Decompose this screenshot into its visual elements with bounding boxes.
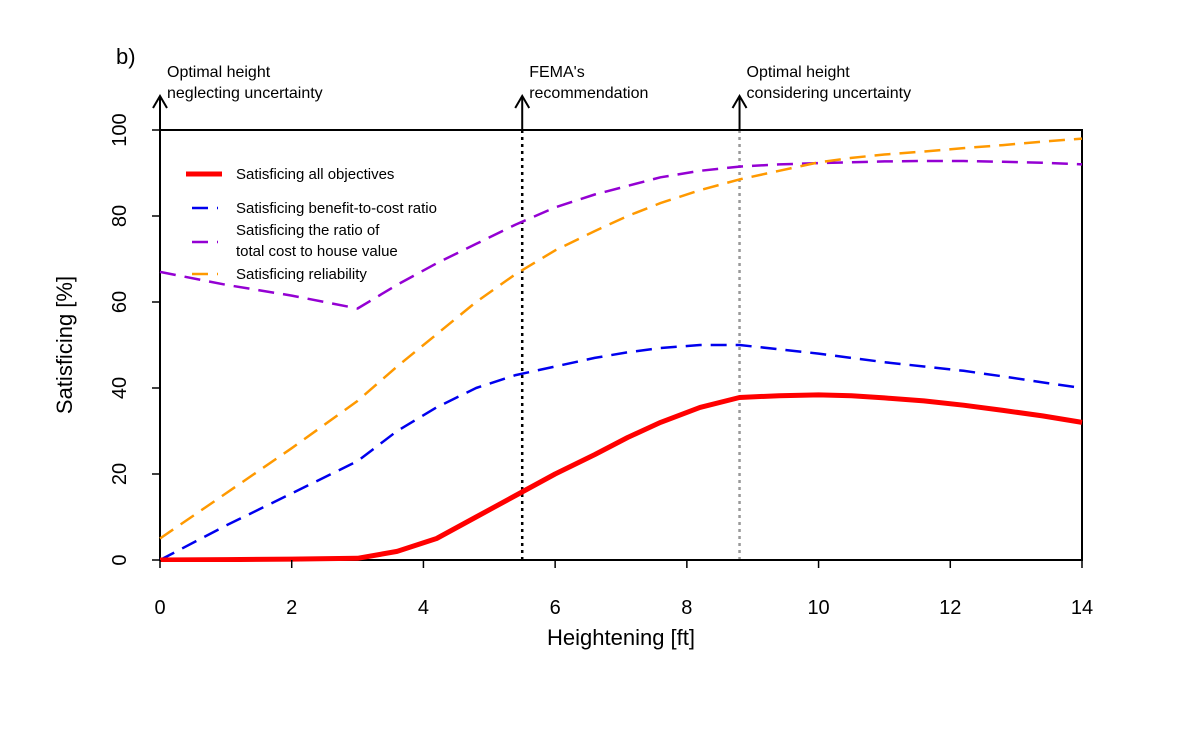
x-tick-label: 12: [939, 597, 961, 619]
arrow-up-icon: [731, 94, 748, 109]
legend-label: Satisficing benefit-to-cost ratio: [236, 200, 437, 217]
y-tick-label: 80: [109, 205, 131, 227]
x-tick-label: 4: [418, 597, 429, 619]
reference-line-2: Optimal height considering uncertainty: [731, 64, 912, 560]
legend-item-1: Satisficing benefit-to-cost ratio: [192, 200, 437, 217]
y-tick-label: 60: [109, 291, 131, 313]
reference-line-0: Optimal height neglecting uncertainty: [152, 64, 323, 560]
x-tick-label: 10: [807, 597, 829, 619]
series-line-3: [159, 137, 1083, 540]
plot-area-border: [159, 129, 1083, 561]
legend-label: Satisficing reliability: [236, 266, 367, 283]
annotation-text: neglecting uncertainty: [167, 85, 323, 102]
y-tick-label: 20: [109, 463, 131, 485]
x-tick-label: 14: [1071, 597, 1093, 619]
x-axis-title: Heightening [ft]: [547, 625, 695, 650]
series-line-1: [159, 343, 1083, 562]
legend-item-2: Satisficing the ratio of total cost to ho…: [192, 222, 398, 260]
x-tick-label: 8: [681, 597, 692, 619]
arrow-up-icon: [514, 94, 531, 109]
annotation-text: recommendation: [529, 85, 648, 102]
legend-label: Satisficing all objectives: [236, 166, 394, 183]
annotation-text: Optimal height: [747, 64, 851, 81]
x-tick-label: 6: [550, 597, 561, 619]
x-tick-label: 0: [154, 597, 165, 619]
legend-label: Satisficing the ratio of: [236, 222, 380, 239]
panel-label: b): [116, 44, 136, 69]
legend-item-3: Satisficing reliability: [192, 266, 367, 283]
y-tick-label: 0: [109, 554, 131, 565]
arrow-up-icon: [152, 94, 168, 109]
legend: Satisficing all objectives Satisficing be…: [186, 166, 437, 283]
annotation-text: considering uncertainty: [747, 85, 912, 102]
legend-label: total cost to house value: [236, 243, 398, 260]
series-group: [159, 137, 1083, 562]
reference-line-1: FEMA's recommendation: [514, 64, 648, 560]
annotation-text: FEMA's: [529, 64, 585, 81]
series-line-0: [159, 392, 1083, 562]
legend-item-0: Satisficing all objectives: [186, 166, 394, 183]
x-tick-label: 2: [286, 597, 297, 619]
axes-group: 0 2 4 6 8 10 12 14 0 20 40 60 80 100: [109, 113, 1093, 619]
y-tick-label: 40: [109, 377, 131, 399]
y-axis-title: Satisficing [%]: [52, 276, 77, 414]
reference-lines: Optimal height neglecting uncertainty FEMA…: [152, 64, 912, 560]
annotation-text: Optimal height: [167, 64, 271, 81]
y-tick-label: 100: [109, 113, 131, 146]
series-line-2: [159, 159, 1083, 310]
